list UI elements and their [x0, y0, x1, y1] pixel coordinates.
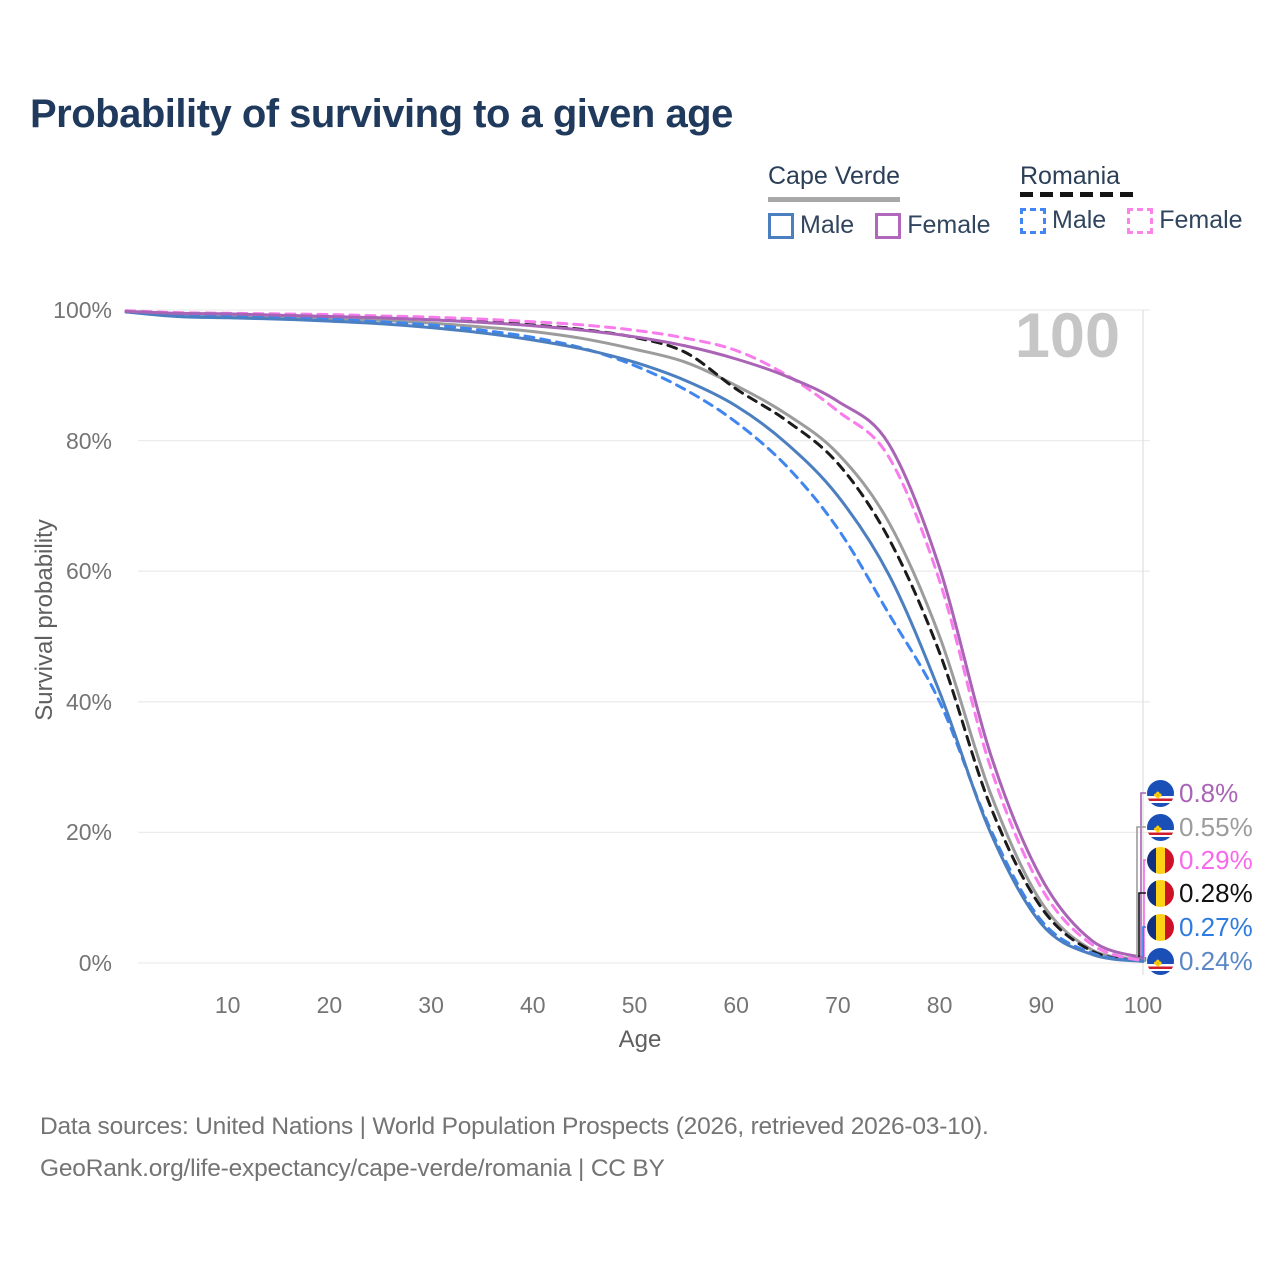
hover-label-0.55pct: 0.55%	[1147, 811, 1253, 843]
page-title: Probability of surviving to a given age	[30, 92, 733, 136]
hover-label-0.28pct: 0.28%	[1147, 877, 1253, 909]
hover-value: 0.24%	[1179, 945, 1253, 976]
curve-romania-female[interactable]	[124, 309, 1145, 963]
footer-data-sources: Data sources: United Nations | World Pop…	[40, 1113, 989, 1140]
x-tick-label: 80	[926, 992, 953, 1018]
hover-value: 0.8%	[1179, 777, 1239, 808]
x-tick-label: 40	[520, 992, 546, 1018]
cape-verde-flag-icon	[1147, 779, 1174, 807]
romania-flag-icon	[1147, 913, 1174, 941]
x-tick-label: 90	[1028, 992, 1055, 1018]
legend-group-romania: Romania Male Female	[1020, 162, 1264, 235]
hover-value: 0.28%	[1179, 877, 1253, 908]
romania-flag-icon	[1147, 879, 1174, 907]
curve-romania-male[interactable]	[124, 309, 1145, 963]
cape-verde-flag-icon	[1147, 813, 1174, 841]
leader-line	[1143, 859, 1146, 957]
cape-verde-flag-icon	[1147, 947, 1174, 975]
x-tick-label: 20	[316, 992, 343, 1018]
y-tick-label: 80%	[65, 427, 112, 454]
legend-group-cape-verde: Cape Verde Male Female	[768, 162, 1012, 240]
y-tick-label: 100%	[53, 297, 112, 323]
legend-label: Male	[800, 211, 855, 239]
legend-country-romania[interactable]: Romania	[1020, 162, 1121, 190]
footer-attribution: GeoRank.org/life-expectancy/cape-verde/r…	[40, 1154, 665, 1182]
leader-line	[1140, 792, 1146, 957]
romania-flag-icon	[1147, 846, 1174, 874]
romania-female-swatch-icon	[1127, 207, 1154, 234]
hover-value: 0.55%	[1179, 811, 1253, 842]
x-axis-title: Age	[618, 1026, 662, 1053]
hover-value: 0.29%	[1179, 844, 1253, 875]
legend-country-cape-verde[interactable]: Cape Verde	[768, 162, 901, 202]
curve-cape-verde[interactable]	[124, 309, 1145, 961]
y-tick-label: 0%	[78, 950, 112, 976]
legend-label: Female	[1159, 206, 1243, 234]
legend-label: Female	[907, 211, 991, 239]
leader-line	[1142, 926, 1146, 957]
x-tick-label: 70	[825, 992, 851, 1018]
hover-label-0.29pct: 0.29%	[1147, 844, 1253, 876]
legend-item-cape-verde-male[interactable]: Male	[768, 211, 854, 240]
leader-line	[1144, 957, 1147, 962]
x-tick-label: 50	[621, 992, 648, 1018]
hover-value: 0.27%	[1179, 911, 1253, 942]
hover-label-0.27pct: 0.27%	[1147, 911, 1253, 943]
y-tick-label: 40%	[65, 688, 112, 715]
x-tick-label: 100	[1123, 992, 1163, 1018]
legend-item-cape-verde-female[interactable]: Female	[875, 211, 991, 240]
x-tick-label: 60	[723, 992, 749, 1018]
legend-label: Male	[1052, 206, 1107, 234]
cape-verde-male-swatch-icon	[768, 212, 794, 239]
legend-item-romania-female[interactable]: Female	[1127, 206, 1243, 235]
hover-age-watermark: 100	[1014, 301, 1120, 371]
leader-line	[1138, 892, 1146, 957]
hover-label-0.8pct: 0.8%	[1147, 777, 1238, 809]
leader-line	[1136, 826, 1146, 957]
romania-dashed-underline	[1020, 192, 1138, 197]
y-tick-label: 20%	[65, 819, 112, 846]
romania-male-swatch-icon	[1020, 207, 1046, 234]
curve-cape-verde-male[interactable]	[124, 310, 1145, 963]
curve-romania[interactable]	[124, 309, 1145, 963]
hover-label-0.24pct: 0.24%	[1147, 945, 1253, 977]
cape-verde-female-swatch-icon	[875, 212, 902, 239]
y-tick-label: 60%	[65, 558, 112, 585]
x-tick-label: 10	[214, 992, 241, 1018]
curve-cape-verde-female[interactable]	[124, 309, 1145, 960]
footer: Data sources: United Nations | World Pop…	[40, 1106, 989, 1189]
x-tick-label: 30	[418, 992, 444, 1018]
legend-item-romania-male[interactable]: Male	[1020, 206, 1106, 235]
